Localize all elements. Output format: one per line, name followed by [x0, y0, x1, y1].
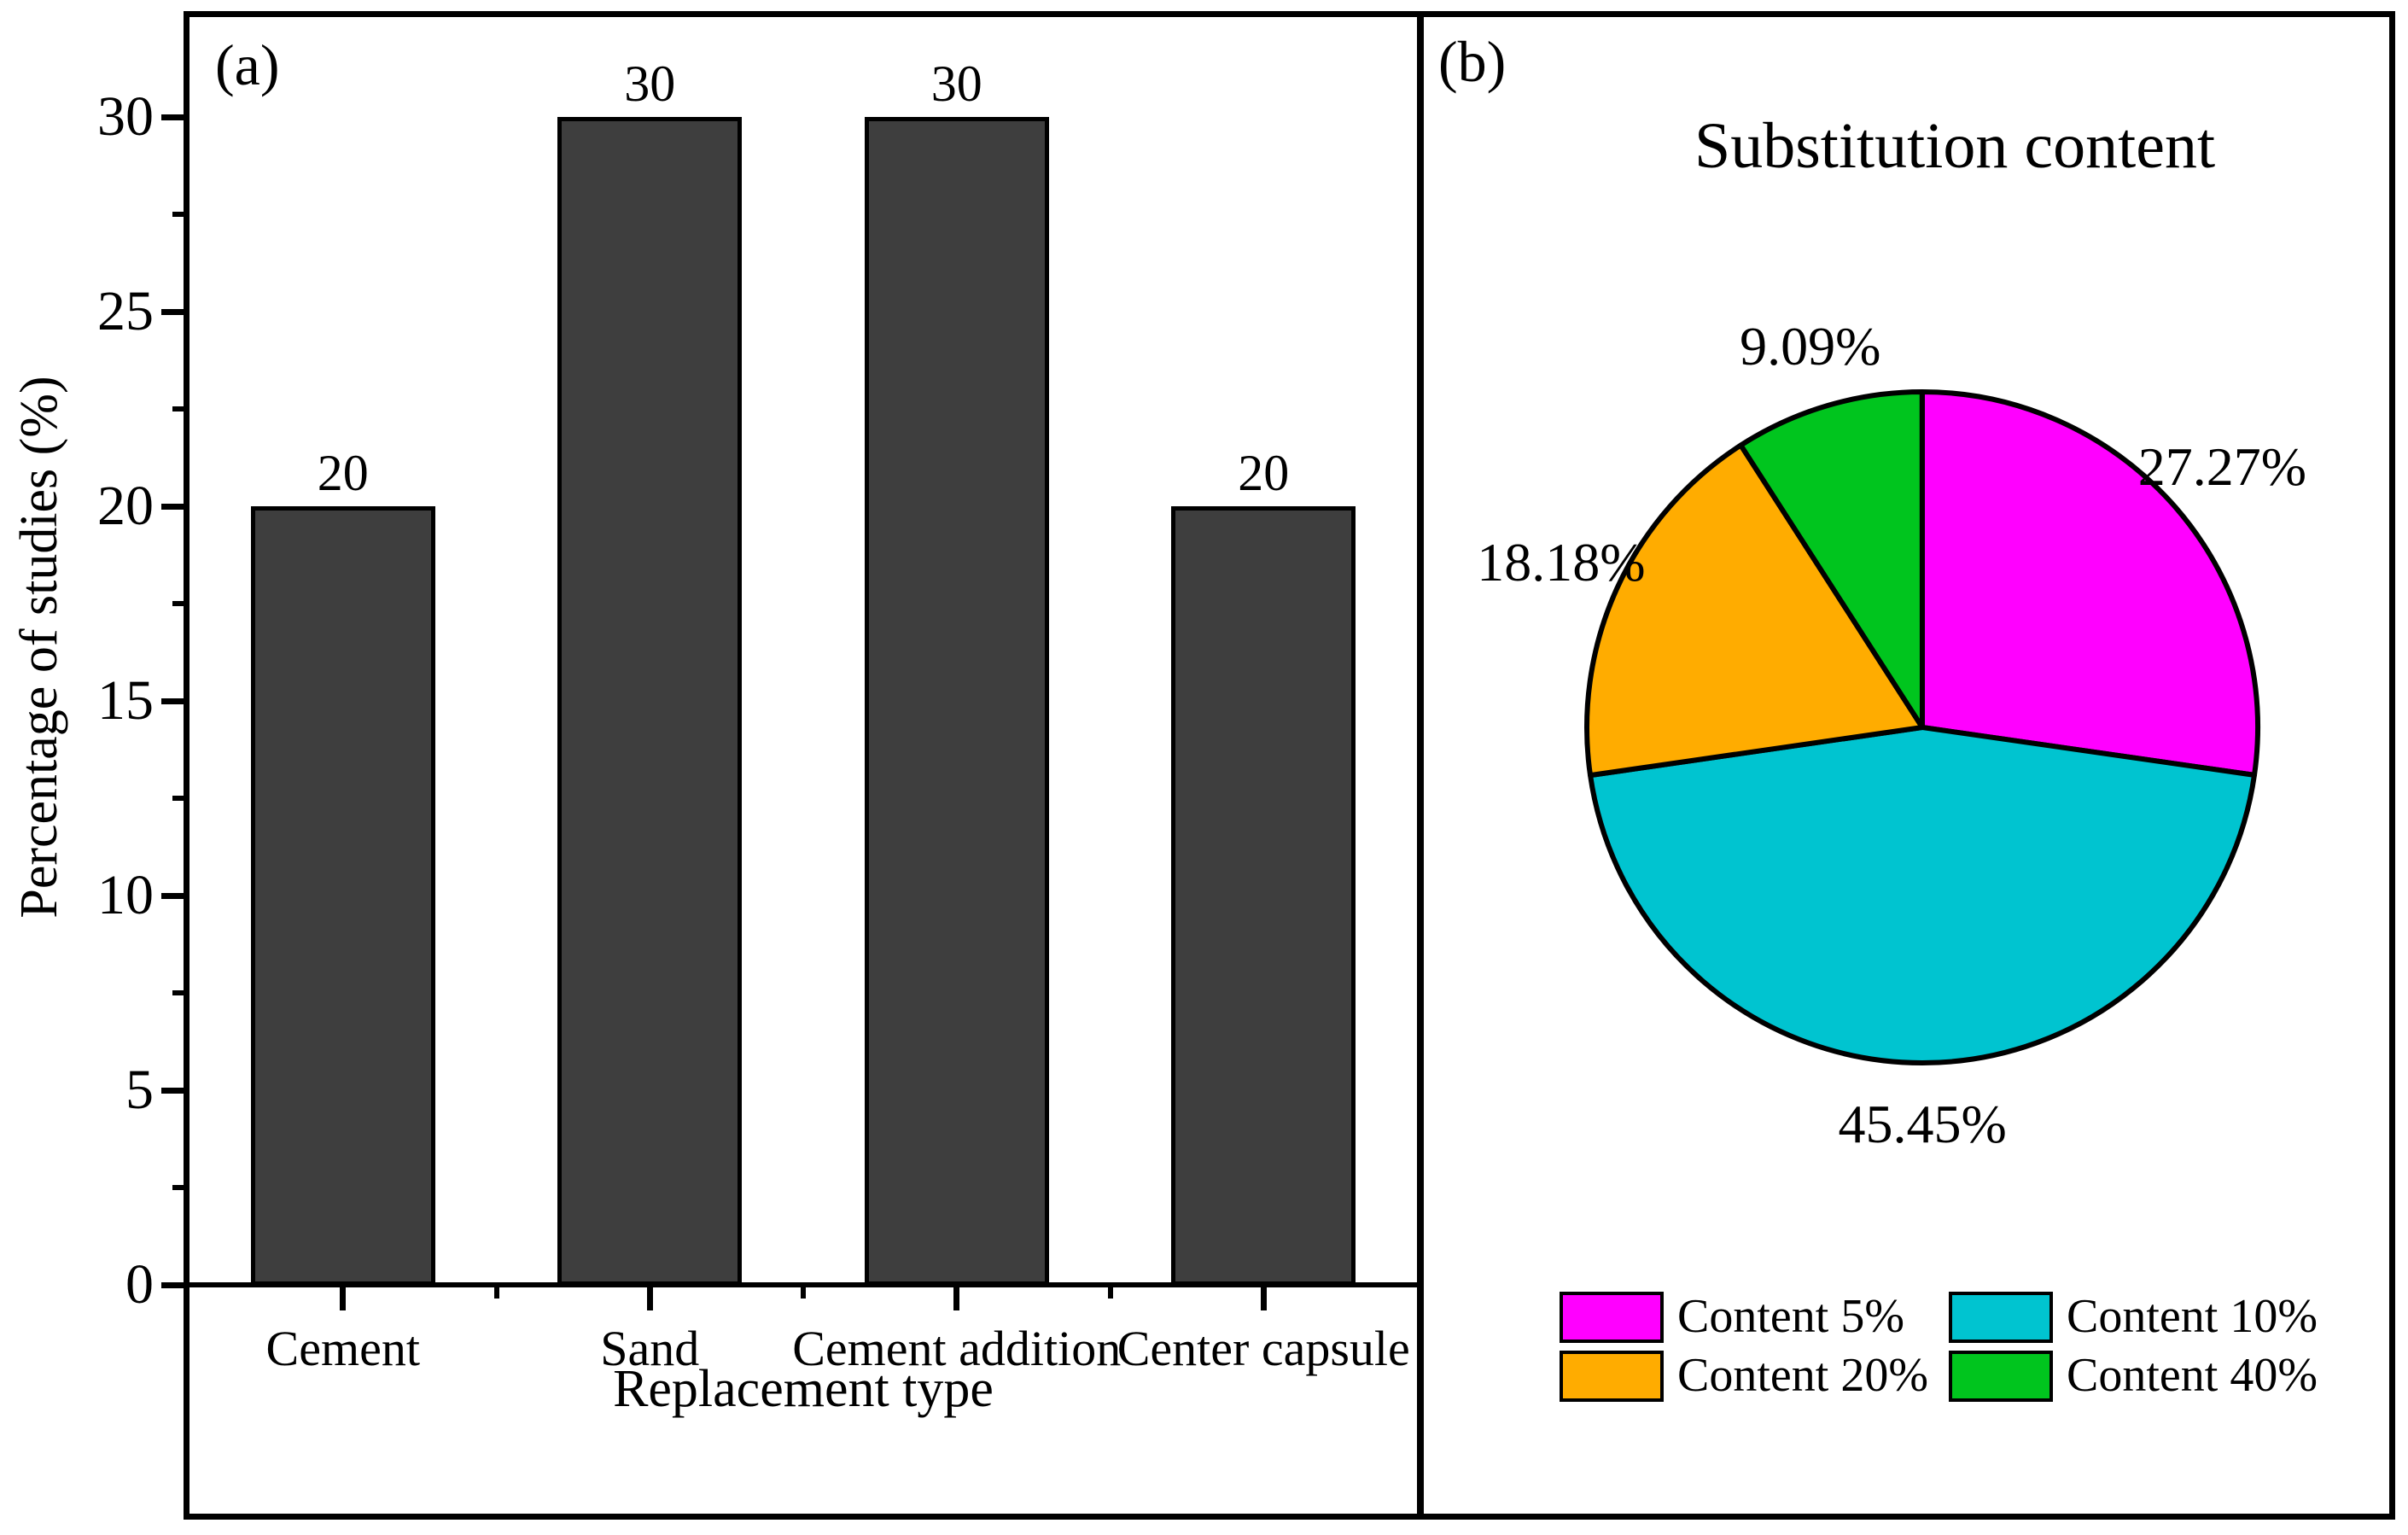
pie-chart [1584, 389, 2260, 1065]
legend-swatch [1560, 1351, 1664, 1402]
legend-label: Content 5% [1677, 1290, 1904, 1343]
legend-label: Content 10% [2067, 1290, 2318, 1343]
legend-swatch [1560, 1292, 1664, 1343]
x-category-label: Cement addition [792, 1321, 1122, 1376]
y-minor-tick [172, 212, 184, 217]
x-category-label: Cement [265, 1321, 420, 1376]
bar [250, 506, 435, 1286]
legend-label: Content 20% [1677, 1349, 1928, 1402]
y-tick-label: 10 [97, 864, 154, 926]
x-major-tick [340, 1287, 347, 1310]
legend-swatch [1949, 1351, 2053, 1402]
y-tick-label: 5 [125, 1059, 154, 1121]
x-category-label: Sand [600, 1321, 700, 1376]
x-minor-tick [1107, 1287, 1113, 1299]
y-major-tick [161, 308, 184, 315]
y-major-tick [161, 1087, 184, 1094]
y-major-tick [161, 697, 184, 704]
y-tick-label: 15 [97, 669, 154, 732]
x-axis-title: Replacement type [613, 1360, 994, 1418]
panel-a-label: (a) [215, 32, 280, 97]
legend-label: Content 40% [2067, 1349, 2318, 1402]
bar [557, 117, 743, 1286]
panel-divider [1417, 11, 1424, 1520]
y-major-tick [161, 1281, 184, 1288]
x-minor-tick [493, 1287, 499, 1299]
y-minor-tick [172, 601, 184, 606]
pie-slice [1584, 442, 1925, 779]
pie-percent-label: 27.27% [2137, 436, 2307, 498]
y-major-tick [161, 114, 184, 120]
y-minor-tick [172, 406, 184, 411]
bar [1171, 506, 1356, 1286]
pie-slice [1920, 389, 2260, 778]
bar-value-label: 20 [1238, 445, 1290, 501]
x-major-tick [646, 1287, 653, 1310]
y-tick-label: 25 [97, 280, 154, 342]
pie-percent-label: 45.45% [1838, 1094, 2007, 1154]
pie-percent-label: 9.09% [1740, 315, 1881, 376]
y-tick-label: 30 [97, 85, 154, 148]
pie-slice [1588, 725, 2258, 1065]
y-axis-title: Percentage of studies (%) [10, 376, 68, 919]
legend-swatch [1949, 1292, 2053, 1343]
bar-value-label: 30 [930, 55, 982, 112]
y-minor-tick [172, 796, 184, 801]
figure-border [184, 11, 2395, 1520]
bar-value-label: 20 [317, 445, 369, 501]
bar [864, 117, 1049, 1286]
x-category-label: Center capsule [1117, 1321, 1410, 1376]
y-major-tick [161, 503, 184, 510]
y-tick-label: 0 [125, 1253, 154, 1316]
y-minor-tick [172, 990, 184, 995]
pie-title: Substitution content [1694, 110, 2216, 182]
x-minor-tick [801, 1287, 806, 1299]
y-tick-label: 20 [97, 475, 154, 537]
x-major-tick [1260, 1287, 1267, 1310]
panel-b-label: (b) [1438, 29, 1507, 94]
pie-slice [1738, 389, 1925, 730]
y-minor-tick [172, 1185, 184, 1190]
x-major-tick [953, 1287, 960, 1310]
bar-value-label: 30 [624, 55, 676, 112]
pie-percent-label: 18.18% [1477, 532, 1646, 593]
y-major-tick [161, 892, 184, 899]
x-axis-line [189, 1282, 1417, 1287]
